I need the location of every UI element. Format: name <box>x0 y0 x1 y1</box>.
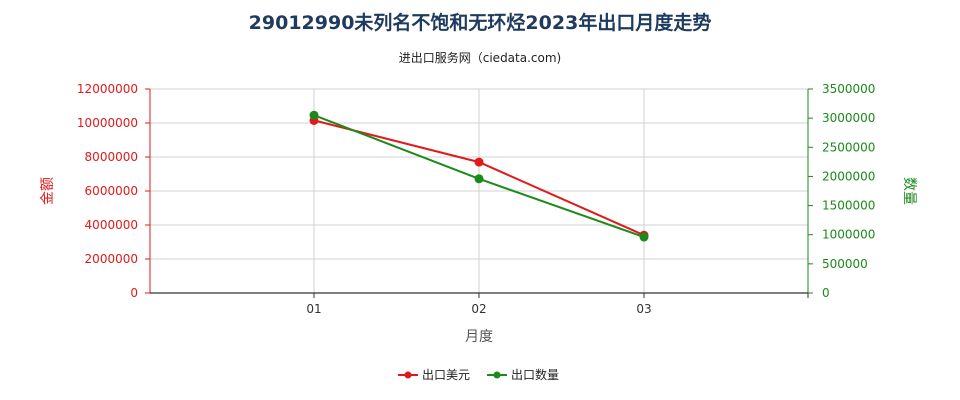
tick-label-right: 3500000 <box>822 82 875 96</box>
tick-label-left: 10000000 <box>77 116 138 130</box>
tick-label-x: 02 <box>471 302 486 316</box>
legend-label[interactable]: 出口数量 <box>511 367 559 382</box>
y-axis-left-title: 金额 <box>40 177 56 205</box>
x-axis-title: 月度 <box>465 329 493 345</box>
legend-swatch-marker <box>404 371 412 379</box>
tick-label-right: 500000 <box>822 257 868 271</box>
tick-label-right: 2000000 <box>822 169 875 183</box>
tick-label-left: 2000000 <box>85 252 138 266</box>
tick-label-left: 6000000 <box>85 184 138 198</box>
tick-label-left: 12000000 <box>77 82 138 96</box>
tick-label-x: 03 <box>636 302 651 316</box>
grid-lines <box>150 88 808 294</box>
legend-label[interactable]: 出口美元 <box>422 368 470 382</box>
tick-label-right: 0 <box>822 286 830 300</box>
x-axis-ticks: 01 02 03 <box>306 293 809 316</box>
data-point-series-2 <box>309 110 319 120</box>
tick-label-right: 1000000 <box>822 228 875 242</box>
tick-label-x: 01 <box>306 302 321 316</box>
tick-label-left: 8000000 <box>85 150 138 164</box>
right-axis-ticks: 0 500000 1000000 1500000 2000000 2500000 30000… <box>808 82 875 300</box>
data-point-series-1 <box>474 157 484 167</box>
chart-title: 29012990未列名不饱和无环烃2023年出口月度走势 <box>248 12 712 34</box>
series-lines <box>309 110 649 242</box>
data-point-series-2 <box>639 232 649 242</box>
tick-label-left: 0 <box>130 286 138 300</box>
legend-swatch-marker <box>493 371 501 379</box>
tick-label-right: 3000000 <box>822 111 875 125</box>
chart-subtitle: 进出口服务网（ciedata.com) <box>398 51 562 65</box>
left-axis-ticks: 0 2000000 4000000 6000000 8000000 10000000 120… <box>77 82 150 300</box>
tick-label-right: 2500000 <box>822 140 875 154</box>
tick-label-left: 4000000 <box>85 218 138 232</box>
legend[interactable]: 出口美元 出口数量 <box>398 367 559 382</box>
data-point-series-2 <box>474 174 484 184</box>
y-axis-right-title: 数量 <box>901 177 917 205</box>
tick-label-right: 1500000 <box>822 199 875 213</box>
